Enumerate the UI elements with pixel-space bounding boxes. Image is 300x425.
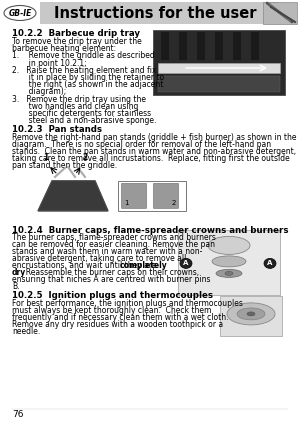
Ellipse shape: [216, 269, 242, 278]
Text: 3.   Remove the drip tray using the: 3. Remove the drip tray using the: [12, 95, 146, 104]
Text: can be removed for easier cleaning. Remove the pan: can be removed for easier cleaning. Remo…: [12, 241, 215, 249]
Ellipse shape: [227, 303, 275, 325]
Text: abrasive detergent, taking care to remove all: abrasive detergent, taking care to remov…: [12, 255, 186, 264]
Text: pan stand then the griddle.: pan stand then the griddle.: [12, 161, 117, 170]
Ellipse shape: [208, 236, 250, 255]
Text: barbecue heating element:: barbecue heating element:: [12, 44, 116, 53]
Text: 10.2.3  Pan stands: 10.2.3 Pan stands: [12, 125, 102, 134]
FancyBboxPatch shape: [220, 296, 282, 336]
Text: The burner caps, flame-spreader crowns and burners: The burner caps, flame-spreader crowns a…: [12, 233, 216, 242]
Text: Instructions for the user: Instructions for the user: [54, 6, 256, 20]
Ellipse shape: [247, 312, 255, 316]
Text: encrustations, and wait until they are: encrustations, and wait until they are: [12, 261, 159, 270]
Bar: [197, 32, 205, 60]
Text: 2: 2: [82, 153, 88, 162]
Ellipse shape: [237, 308, 265, 320]
Text: taking care to remove all incrustations.  Replace, fitting first the outside: taking care to remove all incrustations.…: [12, 154, 290, 163]
Text: 10.2.5  Ignition plugs and thermocouples: 10.2.5 Ignition plugs and thermocouples: [12, 292, 213, 300]
Text: 1: 1: [124, 200, 128, 206]
Ellipse shape: [212, 256, 246, 267]
Bar: [233, 32, 241, 60]
Text: . Reassemble the burner caps on their crowns,: . Reassemble the burner caps on their cr…: [21, 269, 199, 278]
Bar: [179, 32, 187, 60]
Text: must always be kept thoroughly clean.  Check them: must always be kept thoroughly clean. Ch…: [12, 306, 211, 315]
Text: For best performance, the ignition plugs and thermocouples: For best performance, the ignition plugs…: [12, 299, 243, 308]
FancyBboxPatch shape: [263, 2, 297, 24]
Text: ensuring that niches A are centred with burner pins: ensuring that niches A are centred with …: [12, 275, 211, 284]
Text: in point 10.2.1;: in point 10.2.1;: [12, 59, 87, 68]
FancyBboxPatch shape: [154, 184, 178, 208]
Text: To remove the drip tray under the: To remove the drip tray under the: [12, 37, 142, 46]
Text: A: A: [267, 261, 273, 266]
Text: B.: B.: [12, 282, 20, 292]
Text: stands.  Clean the pan stands in warm water and non-abrasive detergent,: stands. Clean the pan stands in warm wat…: [12, 147, 296, 156]
Ellipse shape: [180, 258, 192, 269]
Text: GB-IE: GB-IE: [8, 8, 32, 17]
Text: diagram);: diagram);: [12, 88, 66, 96]
Bar: [161, 32, 169, 60]
Bar: [251, 32, 259, 60]
Text: steel and a non-abrasive sponge.: steel and a non-abrasive sponge.: [12, 116, 156, 125]
Text: dry: dry: [12, 269, 26, 278]
Text: 10.2.4  Burner caps, flame-spreader crowns and burners: 10.2.4 Burner caps, flame-spreader crown…: [12, 226, 289, 235]
Text: the right (as shown in the adjacent: the right (as shown in the adjacent: [12, 80, 164, 89]
Text: completely: completely: [119, 261, 167, 270]
Text: diagram.  There is no special order for removal of the left-hand pan: diagram. There is no special order for r…: [12, 140, 271, 149]
Text: 1: 1: [44, 153, 49, 162]
Text: two handles and clean using: two handles and clean using: [12, 102, 138, 111]
Text: frequently and if necessary clean them with a wet cloth.: frequently and if necessary clean them w…: [12, 313, 229, 322]
Text: 1.    Remove the griddle as described: 1. Remove the griddle as described: [12, 51, 155, 60]
FancyBboxPatch shape: [178, 230, 280, 295]
Text: Remove the right-hand pan stands (griddle + fish burner) as shown in the: Remove the right-hand pan stands (griddl…: [12, 133, 296, 142]
Text: 76: 76: [12, 410, 23, 419]
Text: A: A: [183, 261, 189, 266]
Text: 2.   Raise the heating element and fix: 2. Raise the heating element and fix: [12, 66, 157, 75]
Text: stands and wash them in warm water with a non-: stands and wash them in warm water with …: [12, 247, 202, 256]
Bar: [215, 32, 223, 60]
Ellipse shape: [264, 258, 276, 269]
Text: 2: 2: [172, 200, 176, 206]
Ellipse shape: [4, 6, 36, 20]
FancyBboxPatch shape: [118, 181, 186, 211]
Bar: [158, 76, 280, 92]
Bar: [158, 63, 280, 73]
Text: specific detergents for stainless: specific detergents for stainless: [12, 109, 151, 118]
FancyBboxPatch shape: [153, 30, 285, 95]
FancyBboxPatch shape: [40, 2, 278, 24]
Text: 10.2.2  Barbecue drip tray: 10.2.2 Barbecue drip tray: [12, 29, 140, 38]
Text: needle.: needle.: [12, 327, 40, 336]
Text: Remove any dry residues with a wooden toothpick or a: Remove any dry residues with a wooden to…: [12, 320, 223, 329]
Text: it in place by sliding the retainer to: it in place by sliding the retainer to: [12, 73, 164, 82]
Polygon shape: [38, 181, 108, 211]
FancyBboxPatch shape: [122, 184, 146, 208]
Ellipse shape: [225, 272, 233, 275]
